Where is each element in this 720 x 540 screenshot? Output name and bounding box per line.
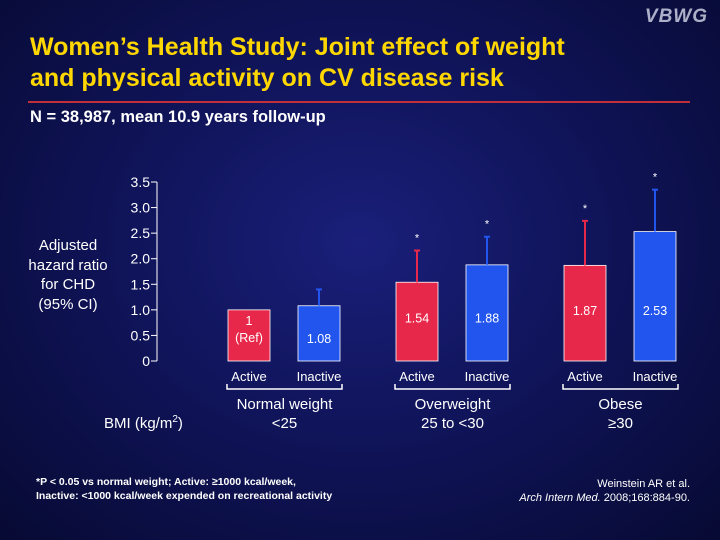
citation-journal: Arch Intern Med. (519, 492, 601, 504)
bmi-label-close: ) (177, 415, 183, 432)
citation-source: Arch Intern Med. 2008;168:884-90. (519, 491, 690, 505)
y-tick-label: 1.5 (131, 276, 151, 292)
bar-value-label: 1.54 (405, 312, 429, 326)
significance-marker: * (415, 233, 420, 245)
group-label: Overweight (415, 396, 492, 413)
y-axis-label-line: for CHD (40, 276, 96, 293)
y-tick-label: 1.0 (131, 302, 151, 318)
group-bracket (226, 384, 343, 390)
group-sublabel: <25 (272, 415, 297, 432)
bar-value-label: 1.88 (475, 312, 499, 326)
title-line-2: and physical activity on CV disease risk (30, 64, 504, 92)
group-bracket (394, 384, 511, 390)
group-label: Normal weight (237, 396, 334, 413)
citation-details: 2008;168:884-90. (600, 492, 690, 504)
category-label: Active (567, 369, 602, 384)
group-bracket (562, 384, 679, 390)
bar-value-label: 1.08 (307, 332, 331, 346)
bar-value-label: 1 (246, 314, 253, 328)
bar-active (563, 264, 607, 362)
y-axis-label-line: hazard ratio (28, 256, 108, 274)
significance-marker: * (653, 172, 658, 184)
bmi-label-superscript: 2 (172, 414, 178, 425)
y-tick-label: 2.0 (131, 251, 151, 267)
footnote: *P < 0.05 vs normal weight; Active: ≥100… (36, 475, 332, 503)
bmi-label-text: BMI (kg/m (104, 415, 173, 432)
citation: Weinstein AR et al. Arch Intern Med. 200… (519, 477, 690, 505)
bar-value-label: 1.87 (573, 304, 597, 318)
footnote-line-1: *P < 0.05 vs normal weight; Active: ≥100… (36, 476, 296, 488)
category-label: Active (231, 369, 266, 384)
group-label: Obese (598, 396, 642, 413)
group-sublabel: 25 to <30 (421, 415, 484, 432)
vbwg-logo: VBWG (644, 6, 708, 27)
title-line-1: Women’s Health Study: Joint effect of we… (30, 33, 565, 61)
bar-inactive (465, 264, 509, 362)
bar-inactive (633, 231, 677, 362)
footnote-line-2: Inactive: <1000 kcal/week expended on re… (36, 490, 333, 502)
citation-authors: Weinstein AR et al. (597, 478, 690, 490)
y-tick-label: 3.5 (131, 174, 151, 190)
significance-marker: * (485, 219, 490, 231)
category-label: Inactive (465, 369, 510, 384)
y-axis-label: Adjusted hazard ratio for CHD (95% CI) (14, 236, 122, 314)
bmi-axis-label: BMI (kg/m2) (104, 414, 183, 432)
study-subtitle: N = 38,987, mean 10.9 years follow-up (30, 108, 326, 126)
category-label: Active (399, 369, 434, 384)
y-tick-label: 2.5 (131, 225, 151, 241)
y-axis-label-line: (95% CI) (38, 295, 98, 313)
y-tick-label: 0 (142, 353, 150, 369)
bar-active (395, 281, 439, 362)
category-label: Inactive (297, 369, 342, 384)
slide-title: Women’s Health Study: Joint effect of we… (30, 32, 690, 94)
bar-value-label: (Ref) (235, 331, 263, 345)
bar-active (227, 309, 271, 362)
title-divider (28, 101, 690, 103)
bar-inactive (297, 305, 341, 362)
significance-marker: * (583, 203, 588, 215)
group-sublabel: ≥30 (608, 415, 633, 432)
y-tick-label: 3.0 (131, 200, 151, 216)
category-label: Inactive (633, 369, 678, 384)
bar-value-label: 2.53 (643, 304, 667, 318)
y-axis-label-line: Adjusted (38, 237, 98, 254)
y-tick-label: 0.5 (131, 327, 151, 343)
